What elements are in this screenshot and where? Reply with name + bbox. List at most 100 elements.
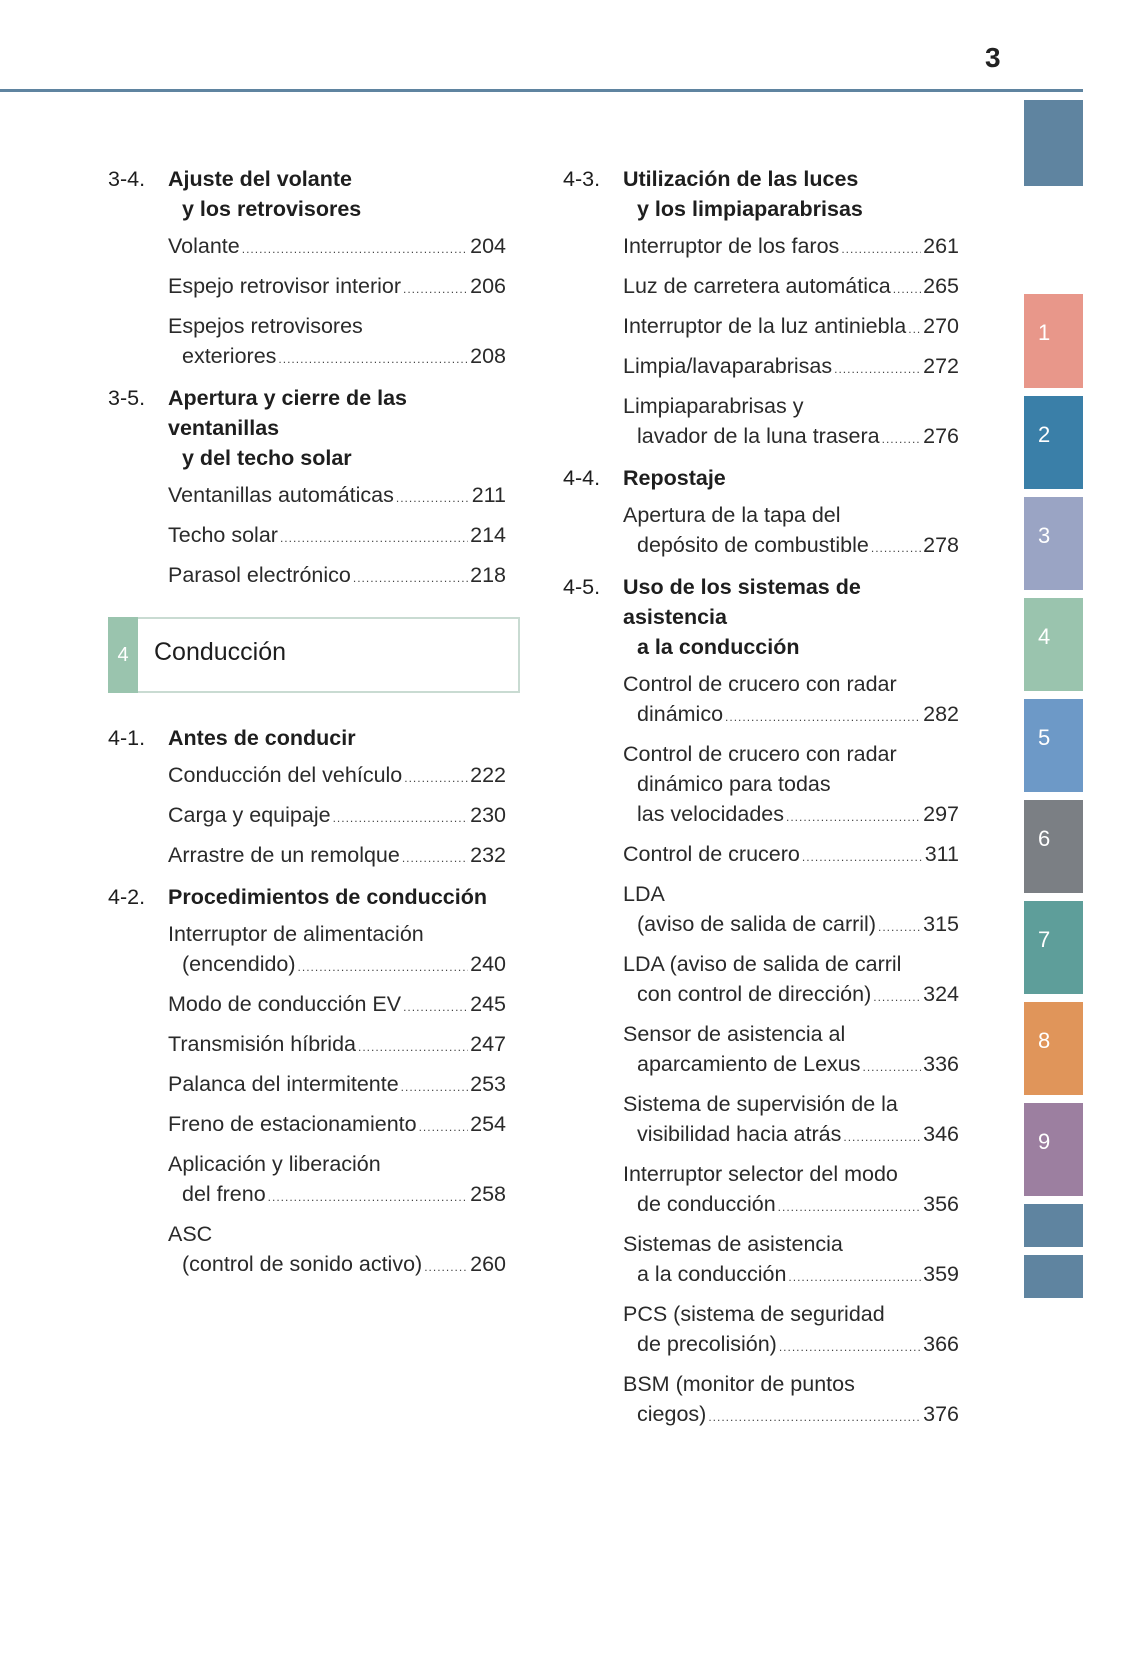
entry-line: Control de crucero......................… (563, 839, 959, 872)
toc-entry[interactable]: Espejo retrovisor interior..............… (108, 271, 506, 304)
entry-line: Arrastre de un remolque.................… (108, 840, 506, 873)
toc-entry[interactable]: Freno de estacionamiento................… (108, 1109, 506, 1142)
toc-entry[interactable]: Control de crucero con radar dinámico par… (563, 739, 959, 832)
toc-section-heading[interactable]: 4-4. Repostaje (563, 463, 959, 493)
entry-title: Carga y equipaje (168, 803, 331, 827)
chapter-tab-blank[interactable] (1024, 1255, 1083, 1298)
entry-title: depósito de combustible (637, 533, 869, 557)
toc-entry[interactable]: Interruptor de la luz antiniebla........… (563, 311, 959, 344)
entry-line: BSM (monitor de puntos (623, 1372, 855, 1396)
entry-line: con control de dirección)...............… (563, 979, 959, 1012)
toc-entry[interactable]: Sistemas de asistencia a la conducción...… (563, 1229, 959, 1292)
chapter-tab-2[interactable]: 2 (1024, 396, 1083, 489)
entry-line: depósito de combustible.................… (563, 530, 959, 563)
chapter-tab-5[interactable]: 5 (1024, 699, 1083, 792)
entry-page-number: 214 (470, 523, 506, 547)
toc-entry[interactable]: Interruptor de alimentación (encendido)..… (108, 919, 506, 982)
toc-entry[interactable]: ASC (control de sonido activo)...........… (108, 1219, 506, 1282)
entry-line: Control de crucero con radar (623, 742, 897, 766)
chapter-tab-6[interactable]: 6 (1024, 800, 1083, 893)
toc-entry[interactable]: LDA (aviso de salida de carril con contro… (563, 949, 959, 1012)
dot-leader: ........................................… (870, 541, 922, 555)
entry-page-number: 261 (923, 234, 959, 258)
dot-leader: ........................................… (297, 960, 469, 974)
entry-line: aparcamiento de Lexus...................… (563, 1049, 959, 1082)
chapter-tab-blank[interactable] (1024, 100, 1083, 186)
toc-entry[interactable]: Ventanillas automáticas.................… (108, 480, 506, 513)
entry-page-number: 366 (923, 1332, 959, 1356)
toc-entry[interactable]: LDA (aviso de salida de carril)..........… (563, 879, 959, 942)
toc-entry[interactable]: Conducción del vehículo.................… (108, 760, 506, 793)
chapter-tab-9[interactable]: 9 (1024, 1103, 1083, 1196)
toc-entry[interactable]: BSM (monitor de puntos ciegos)...........… (563, 1369, 959, 1432)
chapter-tab-4[interactable]: 4 (1024, 598, 1083, 691)
entry-line: Control de crucero con radar (623, 672, 897, 696)
toc-entry[interactable]: Palanca del intermitente................… (108, 1069, 506, 1102)
entry-line: las velocidades.........................… (563, 799, 959, 832)
page-number: 3 (985, 42, 1001, 73)
entry-page-number: 211 (471, 483, 506, 507)
toc-entry[interactable]: PCS (sistema de seguridad de precolisión)… (563, 1299, 959, 1362)
entry-title: dinámico (637, 702, 724, 726)
entry-line: del freno...............................… (108, 1179, 506, 1212)
chapter-tab-7[interactable]: 7 (1024, 901, 1083, 994)
entry-page-number: 315 (923, 912, 959, 936)
entry-title: de conducción (637, 1192, 776, 1216)
toc-entry[interactable]: Carga y equipaje........................… (108, 800, 506, 833)
dot-leader: ........................................… (908, 322, 922, 336)
entry-page-number: 230 (470, 803, 506, 827)
entry-line: Limpiaparabrisas y (623, 394, 804, 418)
toc-entry[interactable]: Limpiaparabrisas y lavador de la luna tra… (563, 391, 959, 454)
section-number: 4-2. (108, 885, 146, 909)
toc-entry[interactable]: Espejos retrovisores exteriores..........… (108, 311, 506, 374)
toc-entry[interactable]: Interruptor de los faros................… (563, 231, 959, 264)
section-number: 3-4. (108, 167, 146, 191)
entry-page-number: 222 (470, 763, 506, 787)
dot-leader: ........................................… (401, 851, 468, 865)
entry-title: (aviso de salida de carril) (637, 912, 876, 936)
toc-section-heading[interactable]: 3-4. Ajuste del volante y los retrovisores (108, 164, 506, 224)
toc-entry[interactable]: Techo solar.............................… (108, 520, 506, 553)
dot-leader: ........................................… (358, 1040, 468, 1054)
chapter-tab-1[interactable]: 1 (1024, 294, 1083, 388)
toc-entry[interactable]: Control de crucero con radar dinámico....… (563, 669, 959, 732)
entry-line: (encendido).............................… (108, 949, 506, 982)
toc-entry[interactable]: Interruptor selector del modo de conducci… (563, 1159, 959, 1222)
dot-leader: ........................................… (267, 1190, 469, 1204)
toc-section-heading[interactable]: 4-1. Antes de conducir (108, 723, 506, 753)
toc-entry[interactable]: Transmisión híbrida.....................… (108, 1029, 506, 1062)
entry-page-number: 232 (470, 843, 506, 867)
dot-leader: ........................................… (873, 990, 922, 1004)
toc-entry[interactable]: Parasol electrónico.....................… (108, 560, 506, 593)
section-number: 4-3. (563, 167, 601, 191)
toc-entry[interactable]: Sensor de asistencia al aparcamiento de L… (563, 1019, 959, 1082)
toc-entry[interactable]: Sistema de supervisión de la visibilidad … (563, 1089, 959, 1152)
chapter-tab-8[interactable]: 8 (1024, 1002, 1083, 1095)
entry-page-number: 240 (470, 952, 506, 976)
entry-line: Carga y equipaje........................… (108, 800, 506, 833)
entry-line: ASC (168, 1222, 213, 1246)
dot-leader: ........................................… (801, 850, 923, 864)
toc-entry[interactable]: Apertura de la tapa del depósito de combu… (563, 500, 959, 563)
toc-entry[interactable]: Luz de carretera automática.............… (563, 271, 959, 304)
entry-line: Modo de conducción EV...................… (108, 989, 506, 1022)
toc-entry[interactable]: Volante.................................… (108, 231, 506, 264)
toc-section-heading[interactable]: 4-3. Utilización de las luces y los limpia… (563, 164, 959, 224)
toc-section-heading[interactable]: 4-2. Procedimientos de conducción (108, 882, 506, 912)
entry-page-number: 272 (923, 354, 959, 378)
toc-section-heading[interactable]: 4-5. Uso de los sistemas de asistencia a l… (563, 572, 959, 662)
entry-title: Interruptor de los faros (623, 234, 840, 258)
toc-entry[interactable]: Aplicación y liberación del freno........… (108, 1149, 506, 1212)
chapter-heading[interactable]: 4 Conducción (108, 617, 520, 693)
toc-section-heading[interactable]: 3-5. Apertura y cierre de las ventanillas… (108, 383, 506, 473)
entry-line: de conducción...........................… (563, 1189, 959, 1222)
toc-entry[interactable]: Control de crucero......................… (563, 839, 959, 872)
toc-entry[interactable]: Modo de conducción EV...................… (108, 989, 506, 1022)
toc-entry[interactable]: Limpia/lavaparabrisas...................… (563, 351, 959, 384)
entry-page-number: 276 (923, 424, 959, 448)
toc-entry[interactable]: Arrastre de un remolque.................… (108, 840, 506, 873)
chapter-tab-3[interactable]: 3 (1024, 497, 1083, 590)
entry-title: (control de sonido activo) (182, 1252, 423, 1276)
entry-title: Conducción del vehículo (168, 763, 403, 787)
chapter-tab-blank[interactable] (1024, 1204, 1083, 1247)
